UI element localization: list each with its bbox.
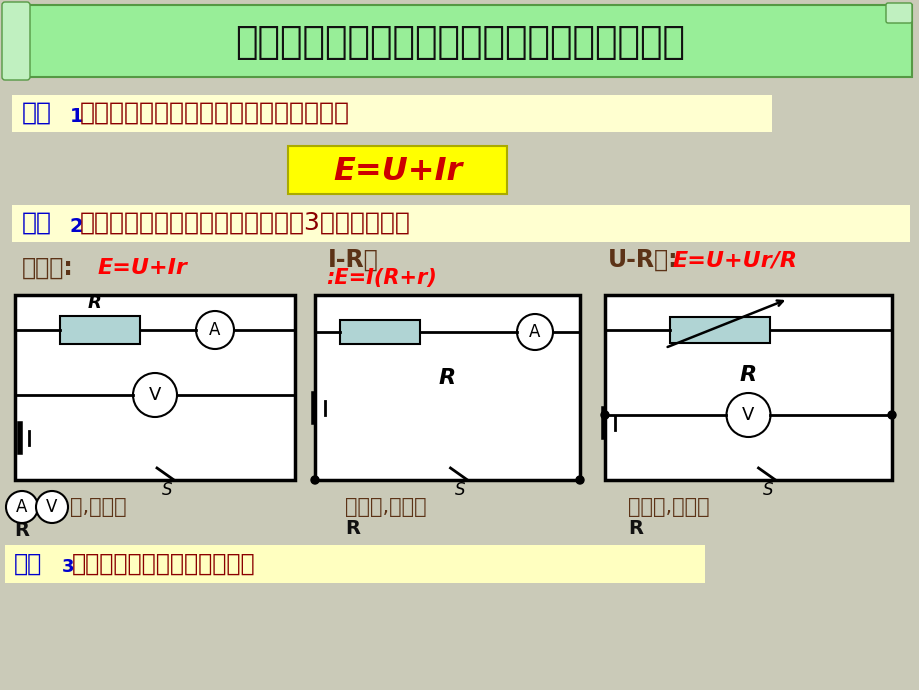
Text: S: S [162, 481, 172, 499]
Text: R: R [14, 520, 29, 540]
Text: 1: 1 [70, 106, 84, 126]
Circle shape [575, 476, 584, 484]
Text: E=U+Ir: E=U+Ir [333, 155, 462, 186]
Text: R: R [739, 365, 756, 385]
FancyBboxPatch shape [5, 5, 911, 77]
Text: V: V [742, 406, 754, 424]
Text: V: V [46, 498, 58, 516]
Text: A: A [210, 321, 221, 339]
Text: ：对根本原理变形后至少能得到哪3种测量方法？: ：对根本原理变形后至少能得到哪3种测量方法？ [80, 211, 411, 235]
Text: V: V [149, 386, 161, 404]
Text: E=U+Ur/R: E=U+Ur/R [673, 250, 797, 270]
Text: 任务学习一：测量电池电动势和内阻的原理？: 任务学习一：测量电池电动势和内阻的原理？ [234, 25, 685, 61]
Circle shape [196, 311, 233, 349]
Circle shape [36, 491, 68, 523]
Text: S: S [763, 481, 773, 499]
Circle shape [516, 314, 552, 350]
FancyBboxPatch shape [885, 3, 911, 23]
Bar [60, 316, 140, 344]
Text: R: R [438, 368, 456, 388]
Circle shape [6, 491, 38, 523]
Bar [605, 295, 891, 480]
Text: ：测量时，各种方法的根本原理是什么？: ：测量时，各种方法的根本原理是什么？ [80, 101, 349, 125]
Text: U-R法:: U-R法: [607, 248, 678, 272]
Circle shape [600, 411, 608, 419]
Text: R: R [88, 294, 102, 312]
Text: A: A [528, 323, 540, 341]
Bar [15, 295, 295, 480]
FancyBboxPatch shape [288, 146, 506, 194]
Text: I-R法: I-R法 [328, 248, 379, 272]
Text: E=U+Ir: E=U+Ir [98, 258, 187, 278]
Text: 问题: 问题 [22, 101, 52, 125]
Text: :E=I(R+r): :E=I(R+r) [325, 268, 437, 288]
Text: R: R [345, 518, 359, 538]
Text: 表,滑变器: 表,滑变器 [70, 497, 127, 517]
Text: ：所需要的主要器材分别是？: ：所需要的主要器材分别是？ [72, 552, 255, 576]
Text: 伏安法:: 伏安法: [22, 256, 74, 280]
Circle shape [726, 393, 770, 437]
Bar [669, 317, 769, 343]
Text: 3: 3 [62, 558, 74, 576]
FancyBboxPatch shape [12, 205, 909, 242]
Text: 2: 2 [70, 217, 84, 235]
Text: 问题: 问题 [14, 552, 42, 576]
Text: 电流表,电阻箱: 电流表,电阻箱 [345, 497, 426, 517]
Text: R: R [628, 518, 642, 538]
Circle shape [311, 476, 319, 484]
Bar [314, 295, 579, 480]
Circle shape [887, 411, 895, 419]
FancyBboxPatch shape [2, 2, 30, 80]
Bar [340, 320, 420, 344]
Text: A: A [17, 498, 28, 516]
Text: 问题: 问题 [22, 211, 52, 235]
FancyBboxPatch shape [12, 95, 771, 132]
Text: S: S [455, 481, 465, 499]
Circle shape [133, 373, 176, 417]
FancyBboxPatch shape [5, 545, 704, 583]
Text: 电压表,电阻箱: 电压表,电阻箱 [628, 497, 709, 517]
